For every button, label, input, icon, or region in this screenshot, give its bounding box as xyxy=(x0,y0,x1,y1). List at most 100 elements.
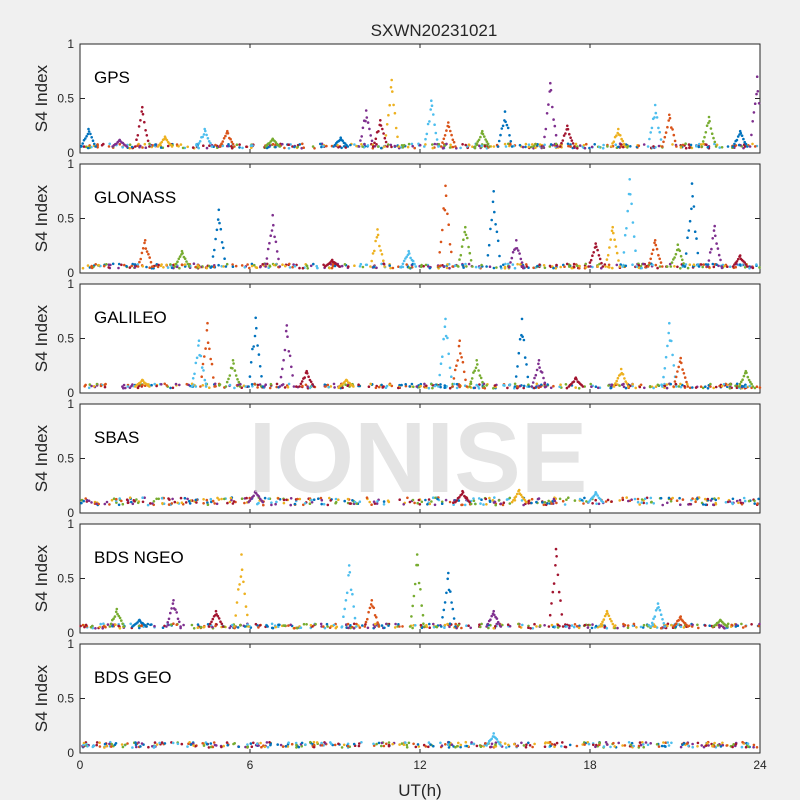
data-point xyxy=(449,590,452,593)
data-point xyxy=(186,145,189,149)
data-point xyxy=(442,146,445,149)
data-point xyxy=(345,591,349,595)
data-point xyxy=(225,741,229,744)
data-point xyxy=(606,743,609,746)
data-point xyxy=(654,111,658,115)
data-point xyxy=(381,127,384,131)
data-point xyxy=(450,250,453,254)
data-point xyxy=(456,359,460,362)
data-point xyxy=(216,496,219,500)
data-point xyxy=(218,384,221,387)
data-point xyxy=(213,382,217,386)
data-point xyxy=(488,145,491,148)
data-point xyxy=(279,375,283,379)
data-point xyxy=(258,365,262,368)
data-point xyxy=(258,624,262,627)
data-point xyxy=(700,145,704,148)
data-point xyxy=(255,742,259,745)
data-point xyxy=(207,625,211,628)
data-point xyxy=(755,92,758,96)
data-point xyxy=(463,503,467,507)
data-point xyxy=(82,499,85,503)
data-point xyxy=(583,743,586,746)
data-point xyxy=(515,247,519,250)
data-point xyxy=(459,146,462,150)
data-point xyxy=(547,499,550,503)
data-point xyxy=(141,247,145,250)
data-point xyxy=(635,626,638,629)
data-point xyxy=(670,126,673,129)
data-point xyxy=(137,741,140,744)
data-point xyxy=(148,266,151,270)
data-point xyxy=(587,265,590,268)
data-point xyxy=(448,386,452,390)
data-point xyxy=(533,376,536,380)
data-point xyxy=(639,743,643,747)
data-point xyxy=(681,383,684,387)
data-point xyxy=(753,102,757,105)
data-point xyxy=(155,384,158,388)
data-point xyxy=(161,502,164,505)
data-point xyxy=(489,623,492,627)
data-point xyxy=(145,265,148,269)
data-point xyxy=(151,502,154,505)
data-point xyxy=(623,233,627,237)
data-point xyxy=(527,145,530,149)
data-point xyxy=(650,126,654,130)
data-point xyxy=(149,260,153,264)
data-point xyxy=(413,262,416,266)
data-point xyxy=(747,499,751,503)
data-point xyxy=(494,223,497,226)
data-point xyxy=(105,263,108,266)
data-point xyxy=(503,742,507,745)
data-point xyxy=(82,741,86,745)
data-point xyxy=(304,743,307,746)
data-point xyxy=(346,497,350,501)
data-point xyxy=(397,623,400,626)
data-point xyxy=(673,380,677,383)
data-point xyxy=(407,142,411,146)
data-point xyxy=(382,744,386,748)
data-point xyxy=(474,265,478,269)
data-point xyxy=(249,144,253,147)
data-point xyxy=(546,502,549,505)
data-point xyxy=(486,254,490,257)
data-point xyxy=(105,744,108,748)
data-point xyxy=(347,564,351,567)
data-point xyxy=(207,746,211,749)
data-point xyxy=(382,259,385,263)
data-point xyxy=(677,365,680,369)
data-point xyxy=(490,737,494,741)
data-point xyxy=(361,126,365,130)
data-point xyxy=(311,145,315,148)
data-point xyxy=(278,265,282,268)
data-point xyxy=(413,582,417,586)
data-point xyxy=(419,623,423,627)
data-point xyxy=(573,623,577,626)
data-point xyxy=(566,124,569,128)
data-point xyxy=(621,383,624,387)
data-point xyxy=(742,374,746,378)
data-point xyxy=(301,266,305,270)
data-point xyxy=(709,382,712,386)
data-point xyxy=(437,145,440,148)
data-point xyxy=(278,385,282,388)
data-point xyxy=(240,497,244,501)
data-point xyxy=(310,500,314,504)
y-tick-label: 1 xyxy=(67,517,74,531)
data-point xyxy=(572,262,576,266)
data-point xyxy=(479,745,483,748)
data-point xyxy=(637,744,641,748)
data-point xyxy=(345,378,348,382)
data-point xyxy=(699,385,703,389)
data-point xyxy=(598,257,602,261)
data-point xyxy=(221,144,225,148)
data-point xyxy=(214,237,217,241)
data-point xyxy=(677,618,680,622)
data-point xyxy=(443,601,447,604)
data-point xyxy=(537,362,540,366)
data-point xyxy=(682,626,686,629)
data-point xyxy=(433,123,436,126)
data-point xyxy=(281,142,284,146)
